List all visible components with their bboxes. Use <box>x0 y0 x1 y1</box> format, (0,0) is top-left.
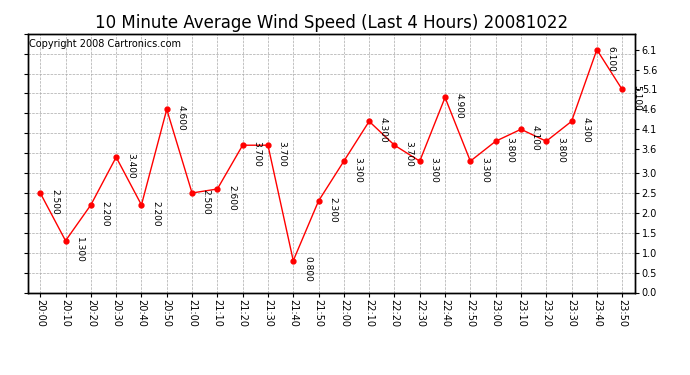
Text: 3.400: 3.400 <box>126 153 135 179</box>
Text: 3.800: 3.800 <box>505 137 514 163</box>
Text: 3.300: 3.300 <box>353 157 362 183</box>
Text: 5.100: 5.100 <box>632 86 641 111</box>
Text: 3.300: 3.300 <box>429 157 438 183</box>
Text: 2.500: 2.500 <box>50 189 59 214</box>
Text: 4.100: 4.100 <box>531 125 540 151</box>
Title: 10 Minute Average Wind Speed (Last 4 Hours) 20081022: 10 Minute Average Wind Speed (Last 4 Hou… <box>95 14 568 32</box>
Text: Copyright 2008 Cartronics.com: Copyright 2008 Cartronics.com <box>29 39 181 49</box>
Text: 2.200: 2.200 <box>151 201 160 226</box>
Text: 3.800: 3.800 <box>556 137 565 163</box>
Text: 0.800: 0.800 <box>303 256 312 282</box>
Text: 3.700: 3.700 <box>277 141 286 167</box>
Text: 2.500: 2.500 <box>201 189 210 214</box>
Text: 3.300: 3.300 <box>480 157 489 183</box>
Text: 4.300: 4.300 <box>581 117 590 143</box>
Text: 2.200: 2.200 <box>101 201 110 226</box>
Text: 2.600: 2.600 <box>227 185 236 211</box>
Text: 2.300: 2.300 <box>328 197 337 222</box>
Text: 4.300: 4.300 <box>379 117 388 143</box>
Text: 1.300: 1.300 <box>75 237 84 262</box>
Text: 4.900: 4.900 <box>455 93 464 119</box>
Text: 3.700: 3.700 <box>253 141 262 167</box>
Text: 3.700: 3.700 <box>404 141 413 167</box>
Text: 4.600: 4.600 <box>177 105 186 131</box>
Text: 6.100: 6.100 <box>607 45 615 71</box>
